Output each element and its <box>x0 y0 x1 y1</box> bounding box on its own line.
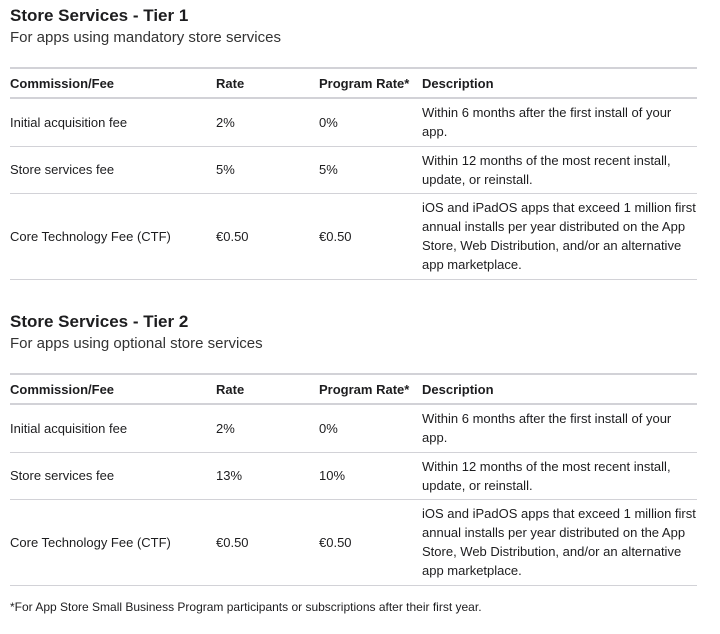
section-title: Store Services - Tier 1 <box>10 6 189 25</box>
table-row: Initial acquisition fee 2% 0% Within 6 mont… <box>10 404 697 453</box>
table-row: Initial acquisition fee 2% 0% Within 6 mont… <box>10 98 697 147</box>
section-title: Store Services - Tier 2 <box>10 312 189 331</box>
column-header: Commission/Fee <box>10 373 216 405</box>
table-cell: 2% <box>216 404 319 453</box>
table-cell: 0% <box>319 404 422 453</box>
column-header: Program Rate* <box>319 67 422 99</box>
fee-table: Commission/Fee Rate Program Rate* Descripti… <box>10 373 697 586</box>
table-cell: Core Technology Fee (CTF) <box>10 499 216 586</box>
table-header: Commission/Fee Rate Program Rate* Descripti… <box>10 67 697 99</box>
table-cell: Store services fee <box>10 452 216 500</box>
table-cell: Initial acquisition fee <box>10 404 216 453</box>
column-header: Program Rate* <box>319 373 422 405</box>
tier-1-section: Store Services - Tier 1 For apps using m… <box>10 5 697 280</box>
table-cell: 5% <box>319 146 422 194</box>
table-cell: Within 12 months of the most recent inst… <box>422 452 697 500</box>
table-cell: €0.50 <box>216 193 319 280</box>
table-cell: €0.50 <box>319 193 422 280</box>
table-cell: 5% <box>216 146 319 194</box>
table-cell: Within 6 months after the first install … <box>422 404 697 453</box>
table-cell: iOS and iPadOS apps that exceed 1 millio… <box>422 193 697 280</box>
table-cell: Store services fee <box>10 146 216 194</box>
column-header: Rate <box>216 373 319 405</box>
column-header: Rate <box>216 67 319 99</box>
table-header: Commission/Fee Rate Program Rate* Descripti… <box>10 373 697 405</box>
table-row: Core Technology Fee (CTF) €0.50 €0.50 iOS a… <box>10 499 697 586</box>
table-row: Core Technology Fee (CTF) €0.50 €0.50 iOS a… <box>10 193 697 280</box>
table-cell: 0% <box>319 98 422 147</box>
table-cell: 10% <box>319 452 422 500</box>
table-row: Store services fee 5% 5% Within 12 months o… <box>10 146 697 194</box>
table-cell: 13% <box>216 452 319 500</box>
footnote: *For App Store Small Business Program pa… <box>10 600 482 614</box>
table-cell: 2% <box>216 98 319 147</box>
section-subtitle: For apps using mandatory store services <box>10 29 281 46</box>
table-cell: Within 12 months of the most recent inst… <box>422 146 697 194</box>
table-cell: iOS and iPadOS apps that exceed 1 millio… <box>422 499 697 586</box>
column-header: Description <box>422 373 697 405</box>
column-header: Description <box>422 67 697 99</box>
table-cell: Core Technology Fee (CTF) <box>10 193 216 280</box>
table-cell: €0.50 <box>216 499 319 586</box>
table-cell: Within 6 months after the first install … <box>422 98 697 147</box>
table-cell: €0.50 <box>319 499 422 586</box>
table-row: Store services fee 13% 10% Within 12 months… <box>10 452 697 500</box>
fee-table: Commission/Fee Rate Program Rate* Descripti… <box>10 67 697 280</box>
table-cell: Initial acquisition fee <box>10 98 216 147</box>
section-subtitle: For apps using optional store services <box>10 335 263 352</box>
column-header: Commission/Fee <box>10 67 216 99</box>
tier-2-section: Store Services - Tier 2 For apps using o… <box>10 311 697 586</box>
